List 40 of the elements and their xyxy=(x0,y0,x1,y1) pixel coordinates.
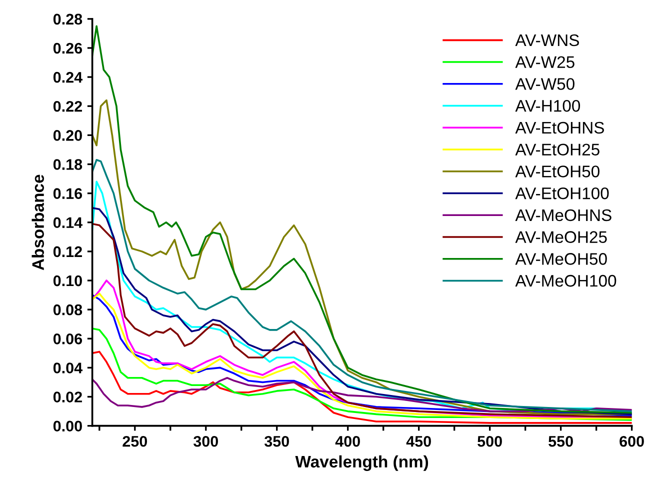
legend-label: AV-MeOHNS xyxy=(515,209,612,222)
legend-label: AV-MeOH25 xyxy=(515,231,607,243)
legend-label: AV-MeOH50 xyxy=(515,253,607,265)
y-tick-label: 0.08 xyxy=(53,304,82,316)
y-tick-label: 0.06 xyxy=(53,334,82,344)
legend-label: AV-EtOH100 xyxy=(515,187,609,200)
legend-label: AV-EtOH25 xyxy=(515,144,600,156)
y-tick-label: 0.10 xyxy=(53,275,82,286)
y-tick-label: 0.02 xyxy=(53,392,82,402)
line-series xyxy=(92,376,632,412)
legend-label: AV-EtOHNS xyxy=(515,122,604,134)
x-tick-label: 300 xyxy=(193,436,218,447)
x-tick-label: 250 xyxy=(122,436,148,447)
x-tick-label: 450 xyxy=(406,436,431,447)
legend-label: AV-H100 xyxy=(515,100,580,112)
y-tick-label: 0.14 xyxy=(53,217,82,228)
y-tick-label: 0.04 xyxy=(53,362,82,374)
x-tick-label: 600 xyxy=(620,436,644,447)
x-tick-label: 550 xyxy=(548,436,573,447)
line-series xyxy=(92,25,632,414)
line-series xyxy=(92,350,632,424)
y-tick-label: 0.12 xyxy=(53,246,82,258)
y-tick-label: 0.18 xyxy=(53,159,82,170)
legend-label: AV-W25 xyxy=(515,56,574,68)
y-tick-label: 0.20 xyxy=(53,130,82,141)
y-axis-title: Absorbance xyxy=(32,174,44,270)
x-axis-title: Wavelength (nm) xyxy=(295,455,428,471)
x-tick-label: 400 xyxy=(335,436,360,447)
y-tick-label: 0.00 xyxy=(53,420,82,432)
y-tick-label: 0.22 xyxy=(53,100,82,112)
legend-label: AV-MeOH100 xyxy=(515,274,616,287)
y-tick-label: 0.28 xyxy=(53,14,82,25)
legend-label: AV-WNS xyxy=(515,34,579,46)
x-tick-label: 500 xyxy=(478,436,502,447)
legend-label: AV-EtOH50 xyxy=(515,166,600,178)
y-tick-label: 0.26 xyxy=(53,42,82,54)
y-tick-label: 0.24 xyxy=(53,72,82,83)
y-tick-label: 0.16 xyxy=(53,188,82,199)
legend-label: AV-W50 xyxy=(515,78,574,90)
x-tick-label: 350 xyxy=(264,436,289,447)
